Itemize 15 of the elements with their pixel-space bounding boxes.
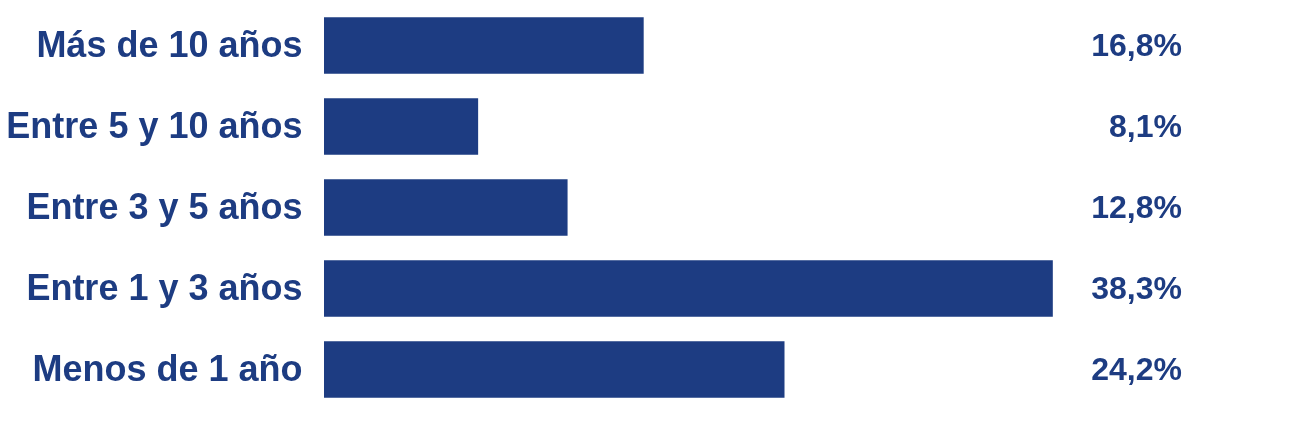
data-label: 12,8% [1091,188,1182,225]
data-label: 24,2% [1091,350,1182,387]
bar [324,98,479,155]
y-tick-label: Más de 10 años [36,23,303,65]
bar [324,260,1053,317]
bar [324,17,644,74]
bar [324,179,568,236]
bar [324,341,785,398]
y-tick-label: Entre 1 y 3 años [26,266,303,308]
y-tick-label: Entre 5 y 10 años [6,104,303,146]
y-tick-label: Entre 3 y 5 años [26,185,303,227]
data-label: 16,8% [1091,26,1182,63]
data-label: 8,1% [1109,107,1182,144]
data-label: 38,3% [1091,269,1182,306]
y-tick-label: Menos de 1 año [32,347,303,389]
